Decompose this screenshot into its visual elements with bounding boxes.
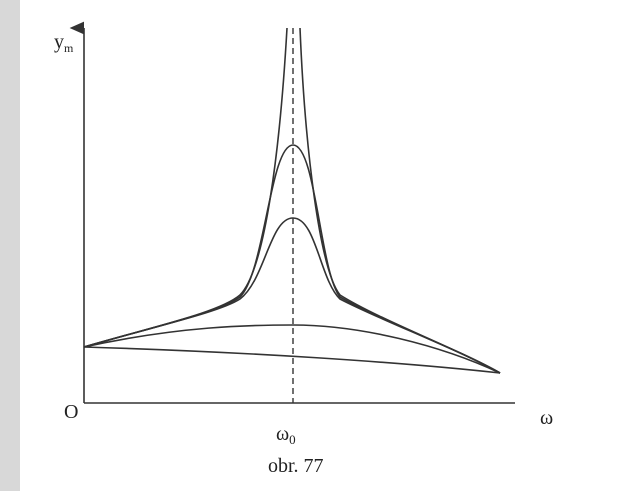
- curve-overdamped: [83, 346, 501, 374]
- curve-medium-damping: [83, 217, 501, 374]
- y-axis-label: ym: [54, 31, 74, 55]
- resonance-label: ω0: [276, 423, 296, 447]
- x-axis-label: ω: [540, 407, 553, 429]
- curve-undamped-left: [83, 27, 288, 348]
- scan-edge: [0, 0, 20, 491]
- curve-large-damping: [83, 324, 501, 374]
- curve-undamped-right: [299, 27, 501, 374]
- curve-small-damping: [83, 144, 501, 374]
- origin-label: O: [64, 401, 78, 423]
- caption: obr. 77: [268, 455, 324, 477]
